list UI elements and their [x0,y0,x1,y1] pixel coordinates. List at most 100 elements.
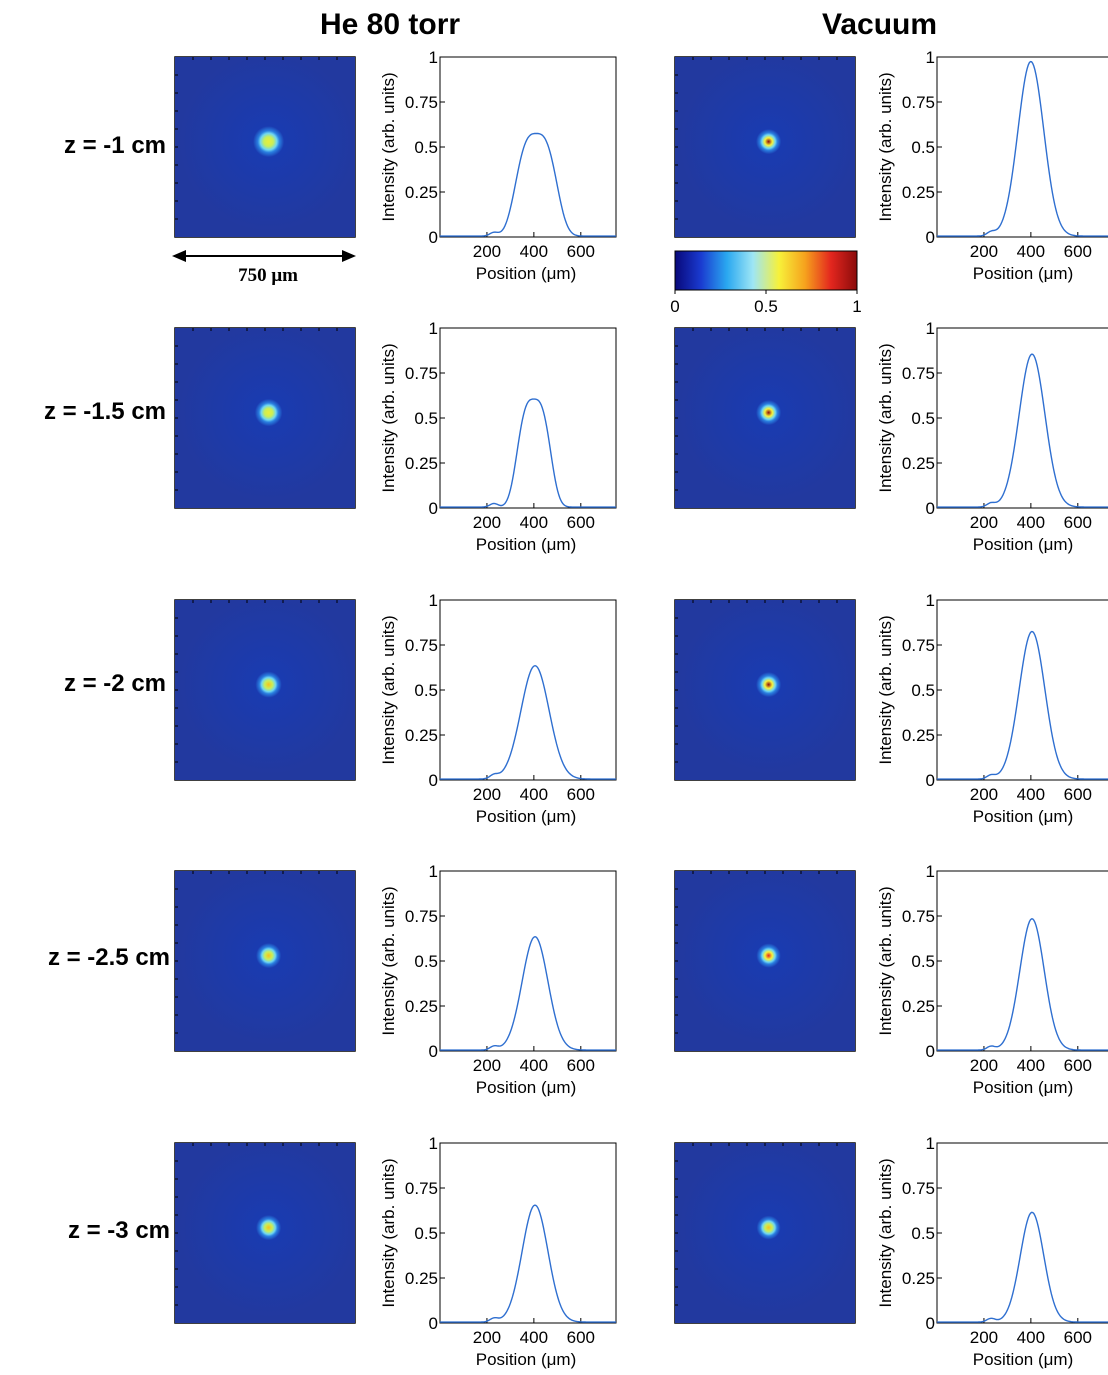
profile-line [937,353,1108,508]
y-tick-label: 0.5 [911,952,935,971]
y-tick-label: 0 [926,228,935,247]
profile-line [937,60,1108,237]
row-label: z = -2.5 cm [47,944,170,971]
y-tick-label: 0.5 [414,138,438,157]
beam-panel: 0 0.25 0.5 0.75 1 200 400 600 Position (μm) Inten… [174,1134,617,1369]
profile-line [440,665,616,780]
row-label: z = -1.5 cm [43,398,166,425]
y-tick-label: 0.75 [405,364,438,383]
beam-panel: 0 0.25 0.5 0.75 1 200 400 600 Position (μm) Inten… [674,1134,1108,1369]
y-tick-label: 0.5 [911,138,935,157]
x-tick-label: 400 [520,513,548,532]
y-axis-label: Intensity (arb. units) [379,72,398,221]
y-tick-label: 1 [926,48,935,67]
y-tick-label: 1 [926,1134,935,1153]
profile-axes [936,327,1108,509]
x-tick-label: 600 [567,242,595,261]
y-tick-label: 1 [429,48,438,67]
row-label: z = -3 cm [67,1217,170,1244]
profile-axes [439,327,617,509]
y-tick-label: 0.5 [414,1224,438,1243]
scale-bar: 750 μm [172,250,356,286]
x-tick-label: 200 [970,1328,998,1347]
x-axis-label: Position (μm) [476,807,576,826]
beam-spot [175,1143,355,1323]
x-tick-label: 200 [473,513,501,532]
x-tick-label: 400 [1017,785,1045,804]
y-tick-label: 1 [429,319,438,338]
x-tick-label: 400 [520,242,548,261]
y-tick-label: 0.5 [911,681,935,700]
y-tick-label: 1 [429,1134,438,1153]
row-label: z = -2 cm [63,670,166,697]
x-tick-label: 400 [520,1056,548,1075]
x-tick-label: 400 [520,785,548,804]
beam-spot [675,1143,855,1323]
x-tick-label: 200 [970,513,998,532]
beam-spot [675,57,855,237]
x-axis-label: Position (μm) [973,807,1073,826]
y-axis-label: Intensity (arb. units) [876,615,895,764]
column-title-he: He 80 torr [320,8,461,41]
beam-spot [175,600,355,780]
x-tick-label: 600 [567,1328,595,1347]
y-tick-label: 0 [429,499,438,518]
x-tick-label: 400 [520,1328,548,1347]
profile-line [440,1204,616,1323]
profile-line [937,630,1108,780]
y-axis-label: Intensity (arb. units) [876,1158,895,1307]
beam-spot [175,871,355,1051]
profile-axes [439,599,617,781]
profile-line [937,1211,1108,1323]
y-tick-label: 0.75 [902,636,935,655]
y-tick-label: 1 [926,862,935,881]
y-tick-label: 0.75 [405,1179,438,1198]
x-tick-label: 400 [1017,1056,1045,1075]
x-tick-label: 400 [1017,513,1045,532]
y-tick-label: 1 [926,591,935,610]
scale-bar-label: 750 μm [238,265,298,286]
y-tick-label: 0.25 [405,726,438,745]
colorbar-gradient [674,250,858,291]
profile-line [440,936,616,1051]
y-tick-label: 0.25 [902,997,935,1016]
y-axis-label: Intensity (arb. units) [379,1158,398,1307]
x-tick-label: 400 [1017,242,1045,261]
y-axis-label: Intensity (arb. units) [379,886,398,1035]
colorbar-tick-label: 0.5 [754,297,778,316]
beam-panel: 0 0.25 0.5 0.75 1 200 400 600 Position (μm) Inten… [174,48,617,283]
y-tick-label: 0.5 [414,681,438,700]
y-tick-label: 0.5 [911,409,935,428]
y-tick-label: 0.5 [911,1224,935,1243]
x-tick-label: 600 [1064,785,1092,804]
y-tick-label: 0.25 [902,183,935,202]
y-tick-label: 1 [429,862,438,881]
x-tick-label: 200 [473,242,501,261]
y-tick-label: 0.75 [902,907,935,926]
y-axis-label: Intensity (arb. units) [876,72,895,221]
beam-spot [175,57,355,237]
y-tick-label: 0.25 [405,1269,438,1288]
y-tick-label: 0.75 [902,364,935,383]
y-tick-label: 0 [429,771,438,790]
y-tick-label: 0.25 [902,454,935,473]
profile-axes [439,1142,617,1324]
beam-panel: 0 0.25 0.5 0.75 1 200 400 600 Position (μm) Inten… [674,862,1108,1097]
y-tick-label: 0.5 [414,952,438,971]
x-axis-label: Position (μm) [476,535,576,554]
x-tick-label: 200 [970,1056,998,1075]
beam-panel: 0 0.25 0.5 0.75 1 200 400 600 Position (μm) Inten… [174,591,617,826]
profile-axes [936,56,1108,238]
x-axis-label: Position (μm) [476,1078,576,1097]
x-axis-label: Position (μm) [476,264,576,283]
x-axis-label: Position (μm) [973,264,1073,283]
scale-bar-arrow-left [172,250,186,262]
y-tick-label: 0.75 [405,636,438,655]
x-tick-label: 200 [970,785,998,804]
x-tick-label: 600 [567,1056,595,1075]
x-tick-label: 200 [473,1056,501,1075]
y-axis-label: Intensity (arb. units) [379,343,398,492]
beam-panel: 0 0.25 0.5 0.75 1 200 400 600 Position (μm) Inten… [174,862,617,1097]
y-tick-label: 0.25 [405,997,438,1016]
